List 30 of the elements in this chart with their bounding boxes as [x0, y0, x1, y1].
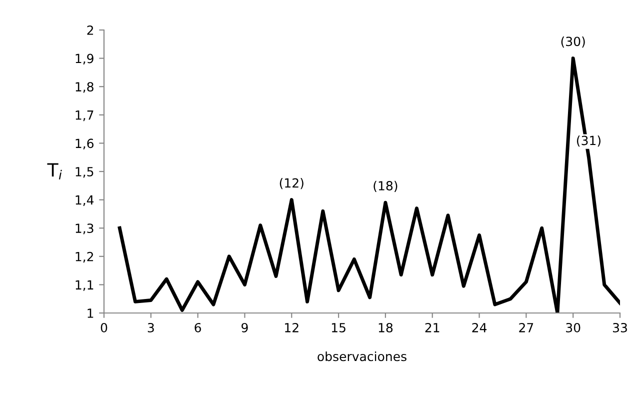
y-tick-label: 1,5: [76, 167, 94, 178]
y-tick-label: 1,1: [76, 280, 94, 291]
x-tick-label: 15: [332, 323, 346, 332]
x-tick-label: 6: [194, 322, 202, 332]
y-tick-label: 1,7: [76, 110, 94, 122]
x-axis-title: observaciones: [318, 351, 406, 362]
y-axis-title: T$_{i}$: [47, 163, 62, 180]
y-tick-label: 1,4: [76, 195, 94, 206]
x-tick-label: 24: [472, 322, 487, 332]
x-tick-label: 33: [613, 322, 627, 332]
x-tick-label: 30: [566, 322, 580, 332]
y-tick-label: 2: [87, 25, 94, 35]
y-tick-label: 1,2: [76, 252, 94, 263]
x-tick-label: 0: [100, 322, 108, 332]
x-tick-label: 12: [285, 322, 298, 332]
x-tick-label: 27: [519, 322, 534, 332]
y-tick-label: 1,6: [76, 138, 94, 150]
annotation: (30): [561, 36, 585, 48]
annotation: (12): [280, 178, 304, 190]
y-tick-label: 1: [88, 308, 94, 318]
x-tick-label: 9: [242, 322, 248, 332]
annotation: (31): [576, 136, 600, 147]
line-series: [118, 56, 620, 313]
x-tick-label: 3: [148, 322, 154, 332]
annotation: (18): [374, 180, 398, 192]
y-tick-label: 1,8: [76, 82, 94, 93]
y-tick-label: 1,3: [76, 224, 94, 234]
y-tick-label: 1,9: [76, 54, 94, 64]
x-tick-label: 18: [378, 322, 393, 332]
x-tick-label: 21: [425, 322, 440, 332]
